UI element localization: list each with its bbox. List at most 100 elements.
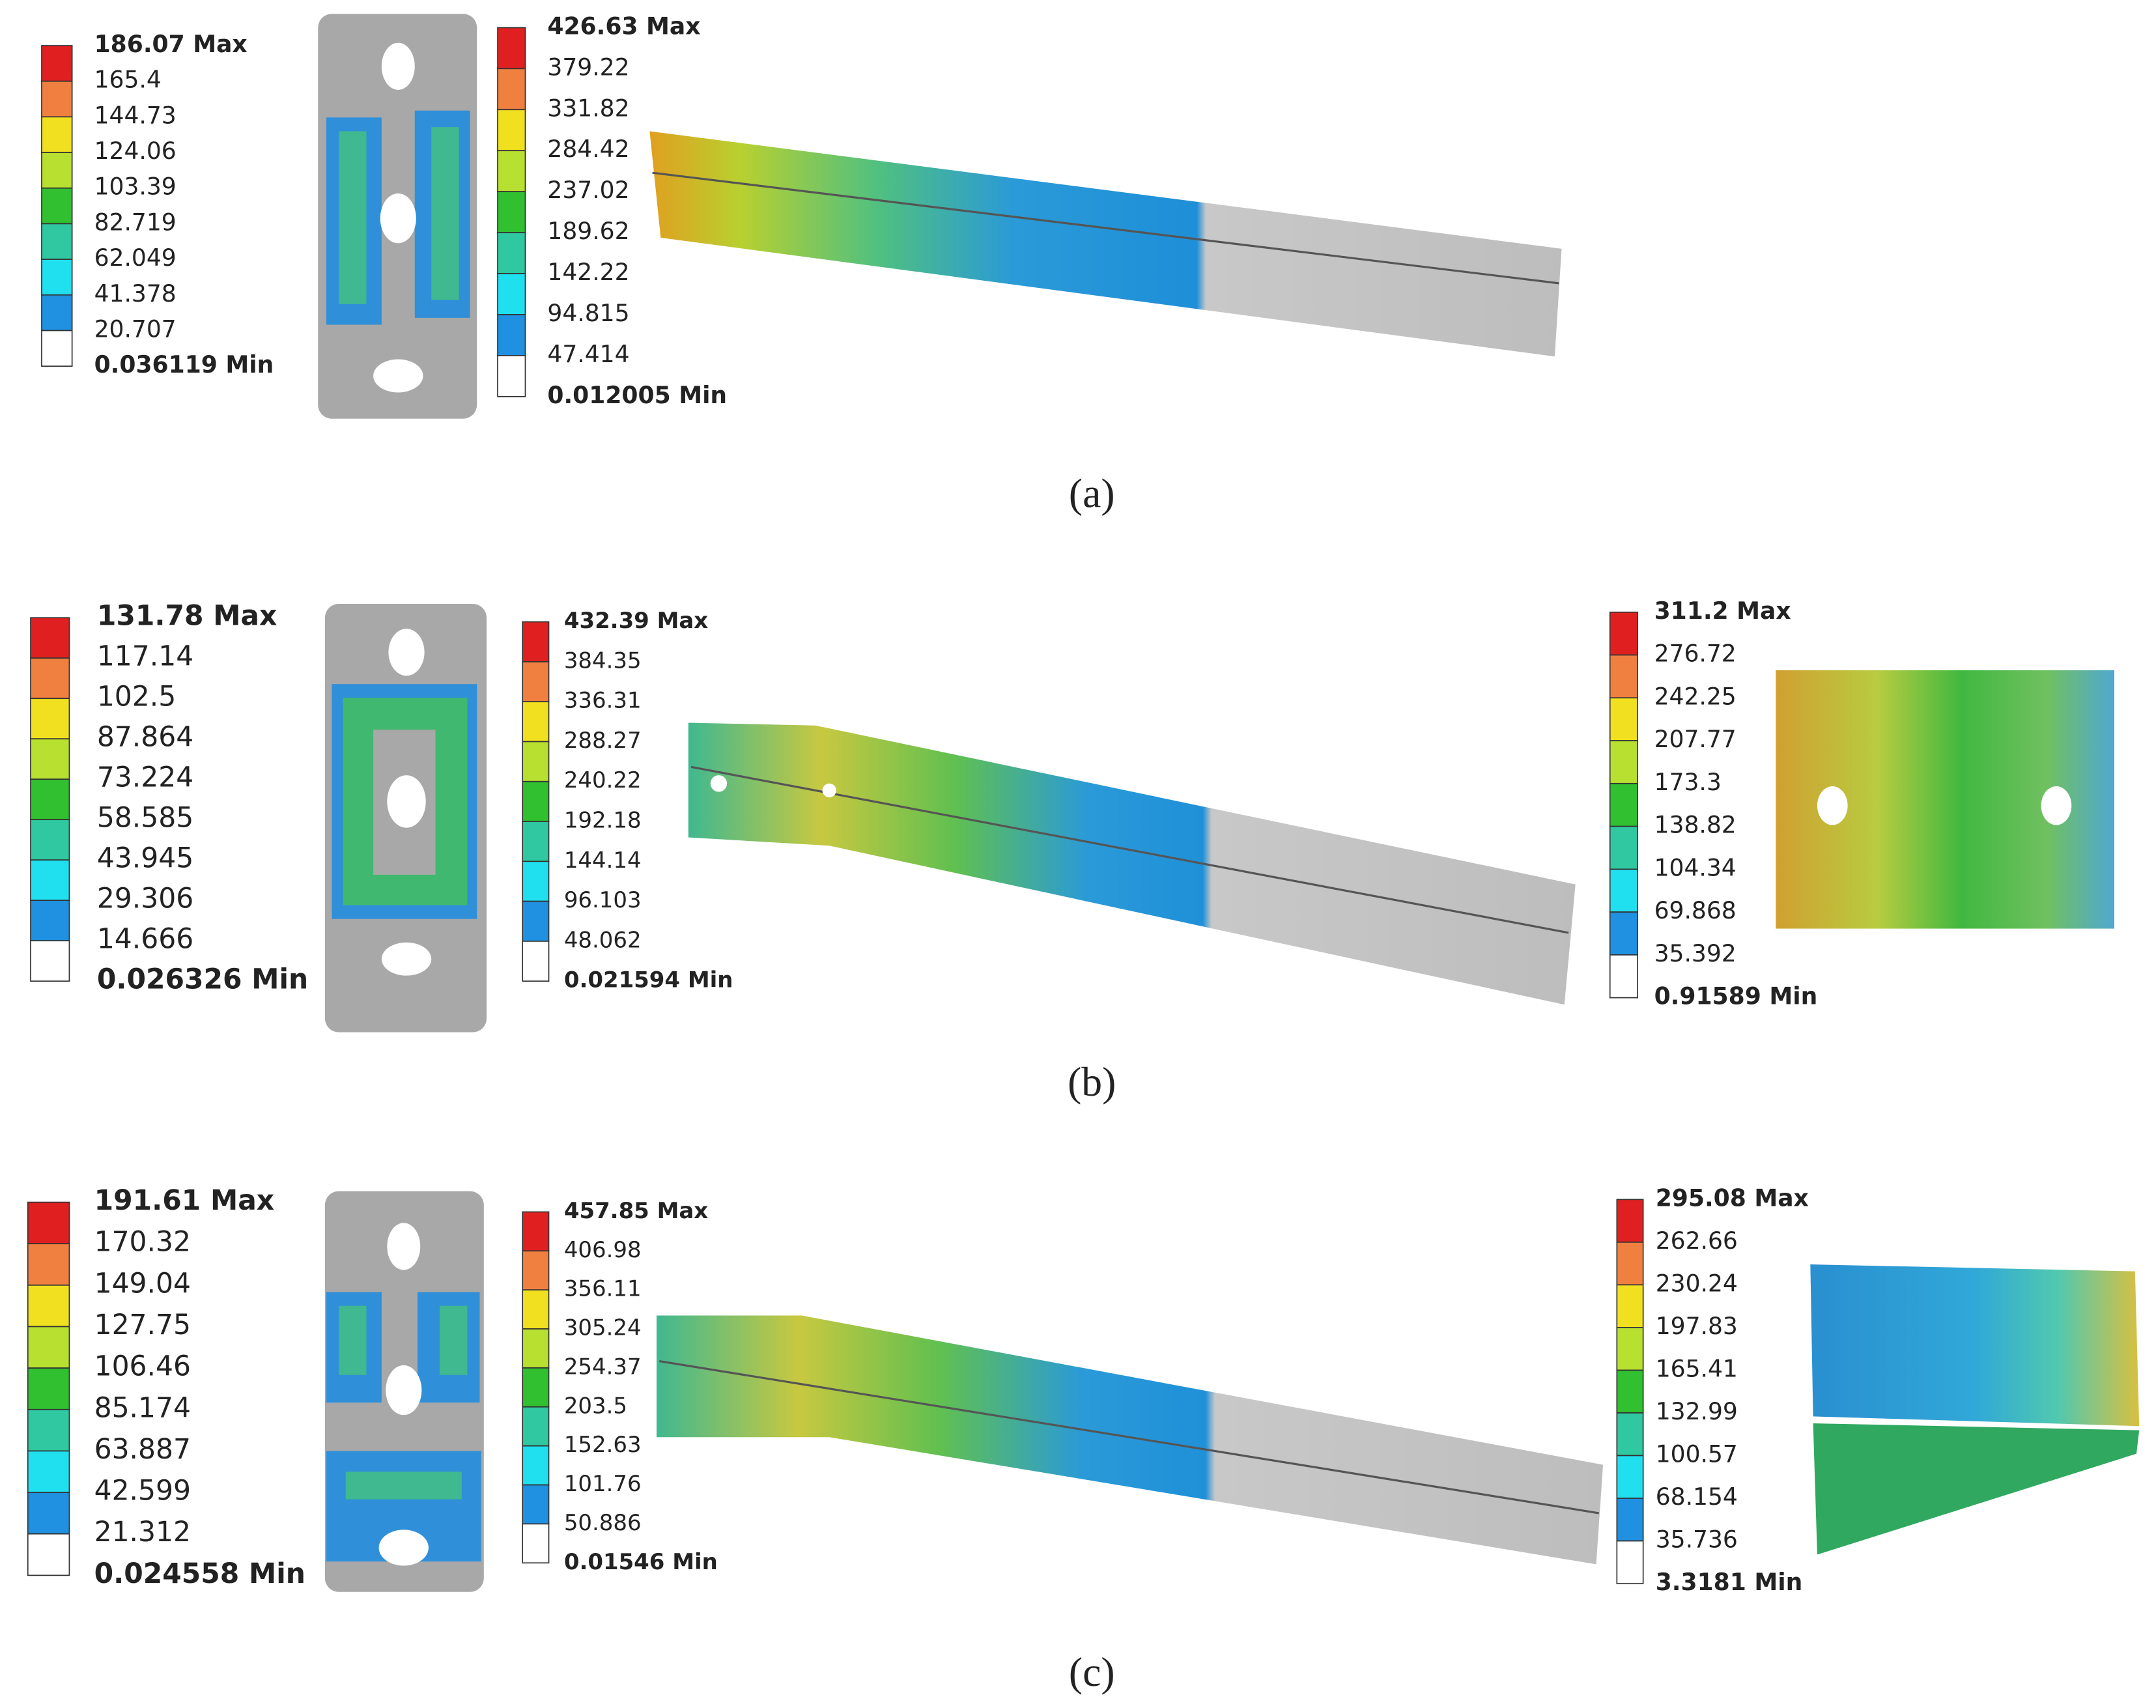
legend-swatch — [41, 80, 73, 118]
legend-label: 144.73 — [94, 102, 177, 129]
legend-label: 35.736 — [1656, 1526, 1738, 1554]
hole — [2041, 786, 2072, 825]
legend-swatch — [522, 1250, 550, 1291]
legend-swatch — [522, 900, 550, 942]
legend-swatch — [522, 1445, 550, 1486]
legend-label: 35.392 — [1654, 940, 1737, 967]
legend-swatch — [30, 738, 70, 780]
legend-swatch — [41, 294, 73, 332]
legend-label: 0.01546 Min — [564, 1549, 718, 1575]
legend-swatch — [27, 1367, 70, 1410]
legend-swatch — [1609, 611, 1638, 656]
legend-swatch — [522, 941, 550, 982]
legend-swatch — [1609, 782, 1638, 827]
legend-label: 254.37 — [564, 1354, 642, 1380]
hole — [388, 629, 425, 676]
beam-edge — [690, 765, 1569, 934]
legend-swatch — [30, 698, 70, 740]
legend-label: 124.06 — [94, 137, 177, 165]
legend-label: 82.719 — [94, 208, 177, 236]
legend-label: 127.75 — [94, 1309, 191, 1341]
legend-label: 331.82 — [547, 94, 629, 122]
legend-label: 457.85 Max — [564, 1198, 708, 1224]
legend-label: 379.22 — [547, 53, 629, 81]
legend-swatch — [1616, 1369, 1644, 1414]
legend-label: 207.77 — [1654, 726, 1737, 753]
legend-label: 48.062 — [564, 927, 642, 953]
hole — [1817, 786, 1848, 825]
legend-label: 69.868 — [1654, 897, 1737, 924]
legend-swatch — [1609, 911, 1638, 956]
legend-label: 68.154 — [1656, 1483, 1738, 1511]
beam-edge — [652, 171, 1559, 285]
legend-swatch — [497, 68, 526, 111]
legend-label: 170.32 — [94, 1227, 191, 1259]
legend-label: 197.83 — [1656, 1313, 1738, 1340]
legend-label: 43.945 — [97, 843, 193, 875]
legend-label: 104.34 — [1654, 854, 1737, 881]
legend-label: 165.4 — [94, 66, 162, 94]
legend-swatch — [522, 861, 550, 902]
legend-swatch — [41, 45, 73, 82]
legend-label: 0.91589 Min — [1654, 983, 1818, 1010]
beam — [649, 131, 1562, 357]
legend-label: 295.08 Max — [1656, 1184, 1809, 1212]
legend-swatch — [1616, 1284, 1644, 1328]
legend-swatch — [41, 330, 73, 367]
legend-label: 384.35 — [564, 648, 642, 674]
legend-swatch — [1616, 1540, 1644, 1584]
legend-swatch — [1616, 1455, 1644, 1499]
legend-label: 50.886 — [564, 1510, 642, 1536]
legend-label: 189.62 — [547, 218, 629, 245]
legend-label: 103.39 — [94, 173, 177, 201]
legend-label: 85.174 — [94, 1392, 191, 1424]
hole — [710, 775, 728, 792]
legend-swatch — [41, 259, 73, 296]
hole — [387, 1223, 421, 1270]
legend-swatch — [41, 152, 73, 189]
legend-label: 138.82 — [1654, 812, 1737, 839]
legend-label: 41.378 — [94, 280, 177, 307]
legend-label: 262.66 — [1656, 1227, 1738, 1255]
legend-swatch — [522, 1289, 550, 1330]
legend-swatch — [30, 819, 70, 861]
hole — [380, 193, 416, 244]
legend-swatch — [30, 657, 70, 700]
hole — [822, 783, 836, 798]
legend-label: 336.31 — [564, 688, 642, 714]
contour — [339, 1305, 468, 1500]
legend-label: 29.306 — [97, 883, 193, 915]
legend-swatch — [522, 741, 550, 782]
legend-swatch — [522, 661, 550, 703]
legend-swatch — [30, 940, 70, 982]
legend-swatch — [1616, 1327, 1644, 1371]
legend-swatch — [497, 314, 526, 356]
legend-swatch — [41, 187, 73, 225]
legend-swatch — [1616, 1412, 1644, 1457]
legend-label: 94.815 — [547, 300, 629, 327]
legend-label: 63.887 — [94, 1434, 191, 1466]
legend-label: 96.103 — [564, 887, 642, 913]
legend-label: 186.07 Max — [94, 31, 248, 58]
legend-label: 406.98 — [564, 1237, 642, 1263]
legend-label: 276.72 — [1654, 640, 1737, 668]
hole — [373, 359, 423, 393]
legend-label: 100.57 — [1656, 1440, 1738, 1468]
legend-swatch — [497, 27, 526, 70]
legend-swatch — [522, 1523, 550, 1564]
legend-swatch — [522, 1367, 550, 1408]
legend-swatch — [27, 1285, 70, 1328]
legend-label: 0.012005 Min — [547, 382, 727, 409]
legend-swatch — [1609, 954, 1638, 999]
legend-swatch — [1609, 825, 1638, 870]
hole — [378, 1530, 429, 1566]
hole — [387, 775, 426, 828]
hole — [381, 42, 415, 90]
legend-label: 117.14 — [97, 641, 193, 673]
legend-label: 203.5 — [564, 1393, 627, 1419]
legend-swatch — [1609, 654, 1638, 699]
legend-label: 87.864 — [97, 722, 193, 754]
legend-swatch — [41, 223, 73, 260]
